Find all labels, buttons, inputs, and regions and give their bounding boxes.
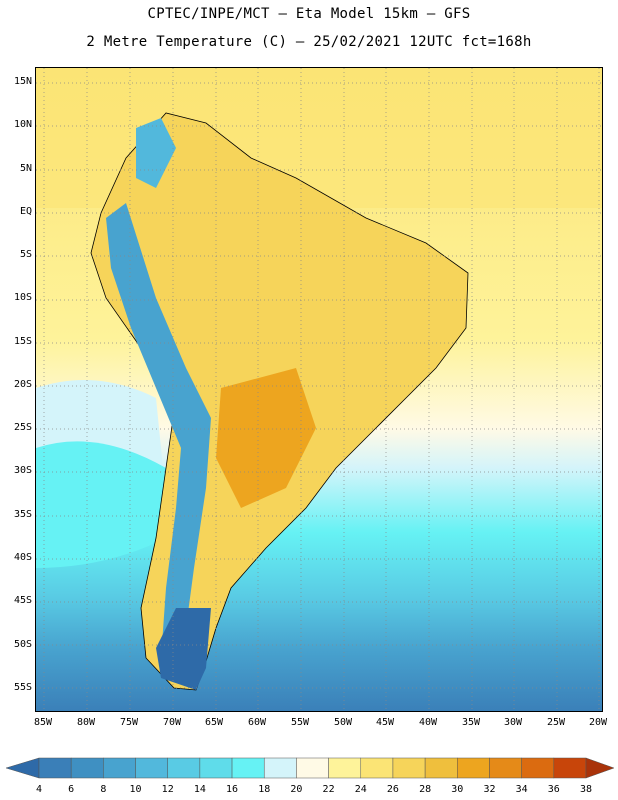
colorbar-swatch: [424, 757, 458, 779]
colorbar-tick-label: 16: [226, 784, 239, 795]
lat-label: 15N: [13, 76, 32, 87]
colorbar-swatch: [199, 757, 233, 779]
colorbar-tick-label: 32: [483, 784, 496, 795]
colorbar-tick-label: 26: [386, 784, 399, 795]
colorbar-swatch: [392, 757, 426, 779]
lon-label: 50W: [333, 717, 353, 728]
lon-label: 65W: [204, 717, 224, 728]
colorbar: [5, 757, 615, 779]
lat-label: 5S: [19, 249, 32, 260]
colorbar-tick-label: 36: [547, 784, 560, 795]
lat-label: 15S: [13, 336, 32, 347]
colorbar-tick-label: 6: [68, 784, 75, 795]
andes-cold-strip: [106, 203, 211, 668]
lon-label: 55W: [290, 717, 310, 728]
lon-label: 85W: [33, 717, 53, 728]
colorbar-arrow-right: [585, 757, 615, 779]
colorbar-tick-label: 18: [258, 784, 271, 795]
colorbar-tick-label: 8: [100, 784, 107, 795]
lat-label: 45S: [13, 595, 32, 606]
lon-label: 60W: [247, 717, 267, 728]
colorbar-tick-label: 30: [451, 784, 464, 795]
colorbar-swatch: [103, 757, 136, 779]
lon-label: 25W: [546, 717, 566, 728]
colorbar-swatch: [553, 757, 587, 779]
colorbar-swatch: [263, 757, 297, 779]
lon-label: 80W: [76, 717, 96, 728]
colorbar-tick-label: 12: [161, 784, 174, 795]
lon-label: 30W: [503, 717, 523, 728]
colorbar-swatch: [457, 757, 490, 779]
colorbar-swatch: [70, 757, 104, 779]
temperature-map: [36, 68, 602, 711]
colorbar-tick-label: 28: [419, 784, 432, 795]
colorbar-swatch: [489, 757, 522, 779]
lon-label: 20W: [588, 717, 608, 728]
colorbar-tick-label: 20: [290, 784, 303, 795]
warm-core-region: [216, 368, 316, 508]
lon-label: 75W: [119, 717, 139, 728]
lat-label: EQ: [19, 206, 32, 217]
map-subtitle: 2 Metre Temperature (C) – 25/02/2021 12U…: [86, 34, 532, 50]
colorbar-tick-label: 24: [354, 784, 367, 795]
lat-label: 30S: [13, 465, 32, 476]
lon-label: 40W: [418, 717, 438, 728]
graticule: [36, 68, 602, 711]
lat-label: 10S: [13, 292, 32, 303]
colorbar-arrow-left: [5, 757, 40, 779]
lat-label: 5N: [19, 163, 32, 174]
colorbar-swatch: [135, 757, 168, 779]
colorbar-tick-label: 14: [193, 784, 206, 795]
colorbar-tick-label: 22: [322, 784, 335, 795]
colorbar-tick-label: 34: [515, 784, 528, 795]
lat-label: 35S: [13, 509, 32, 520]
lat-label: 20S: [13, 379, 32, 390]
lat-label: 50S: [13, 639, 32, 650]
colorbar-swatch: [231, 757, 265, 779]
lon-label: 45W: [375, 717, 395, 728]
lon-label: 70W: [162, 717, 182, 728]
colorbar-tick-label: 38: [579, 784, 593, 795]
map-title: CPTEC/INPE/MCT – Eta Model 15km – GFS: [147, 6, 471, 22]
colorbar-tick-label: 4: [35, 784, 43, 795]
colorbar-swatch: [360, 757, 394, 779]
colorbar-swatch: [328, 757, 362, 779]
colorbar-swatch: [521, 757, 555, 779]
colorbar-tick-label: 10: [129, 784, 142, 795]
colorbar-swatch: [296, 757, 329, 779]
colorbar-swatch: [167, 757, 201, 779]
lon-label: 35W: [461, 717, 481, 728]
lat-label: 25S: [13, 422, 32, 433]
lat-label: 10N: [13, 119, 32, 130]
colorbar-swatch: [38, 757, 72, 779]
lat-label: 55S: [13, 682, 32, 693]
patagonia-cold-region: [156, 608, 211, 690]
map-frame: [35, 67, 603, 712]
lat-label: 40S: [13, 552, 32, 563]
